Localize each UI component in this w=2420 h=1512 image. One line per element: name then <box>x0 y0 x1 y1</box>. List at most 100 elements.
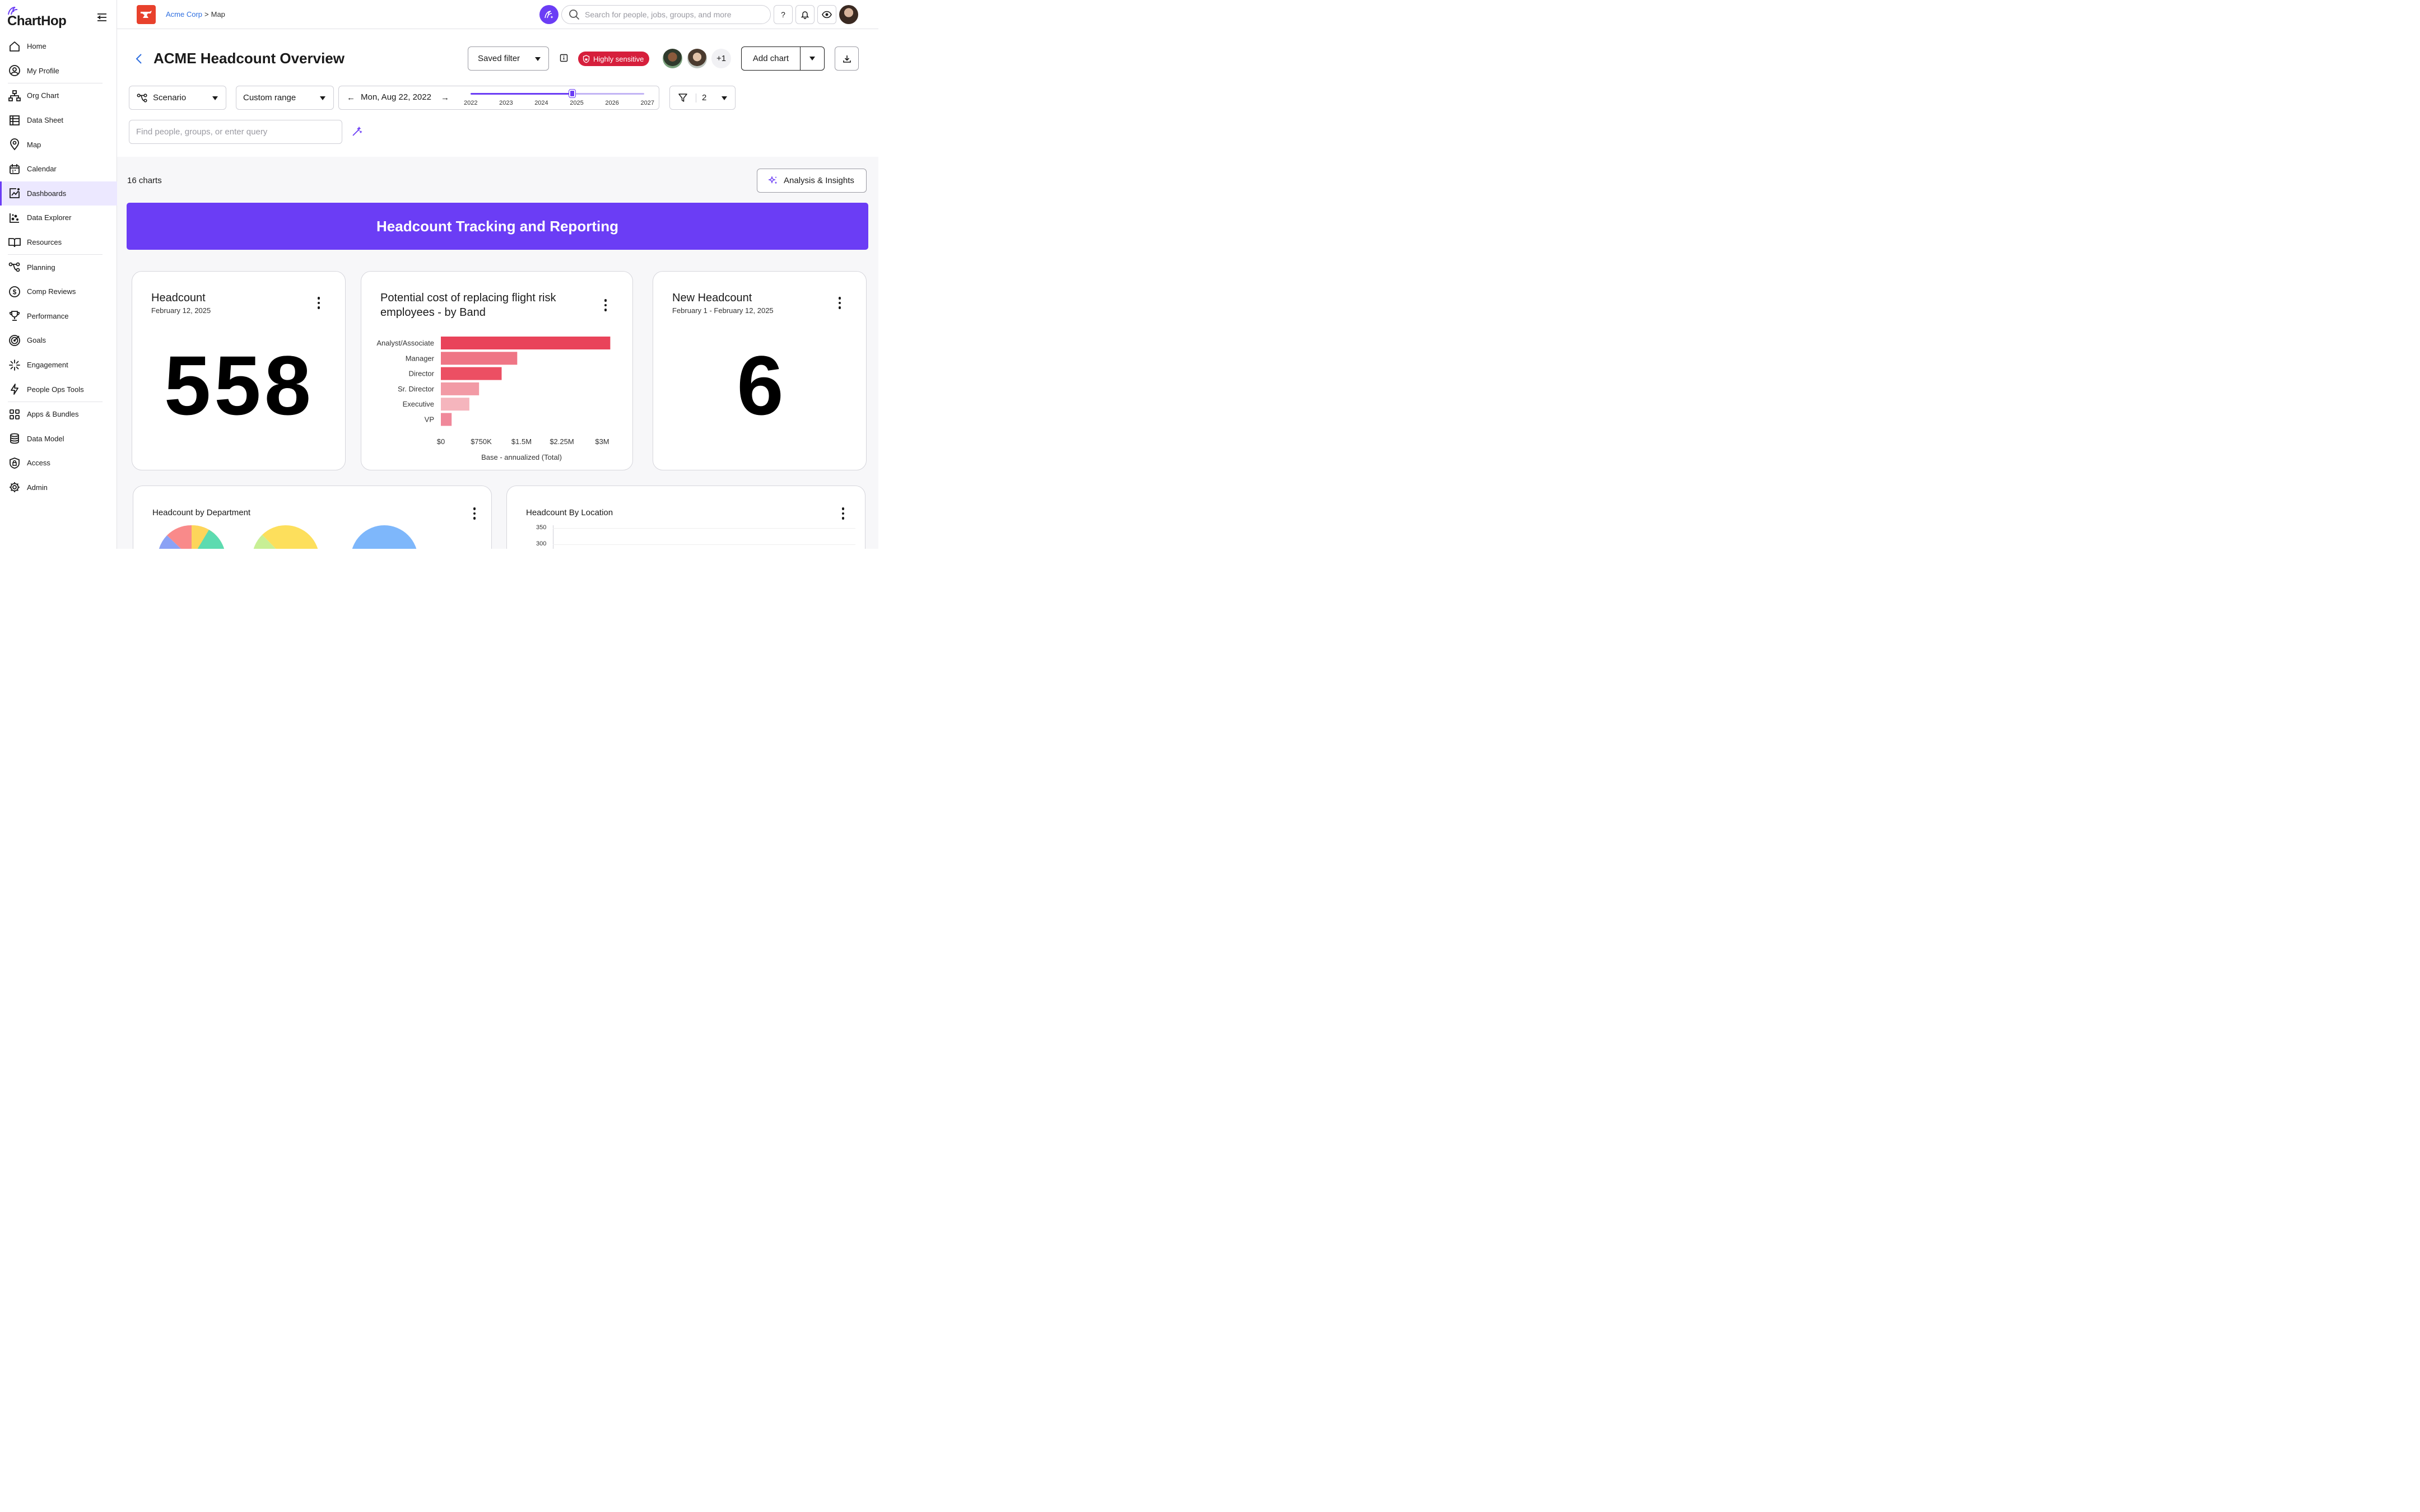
sidebar-item-people-ops-tools[interactable]: People Ops Tools <box>0 377 117 402</box>
filter-button[interactable]: 2 <box>669 86 736 110</box>
sidebar-item-label: Org Chart <box>27 91 59 100</box>
add-chart-label[interactable]: Add chart <box>742 47 801 70</box>
timeline-year[interactable]: 2027 <box>640 100 654 106</box>
kebab-dot <box>604 304 607 307</box>
pie-slice <box>197 530 225 549</box>
collapse-sidebar-icon[interactable] <box>96 12 108 22</box>
flight-risk-bar-chart: Analyst/Associate Manager Director Sr. Dire… <box>376 337 611 461</box>
card-menu-button[interactable] <box>837 506 849 521</box>
sidebar-item-apps-bundles[interactable]: Apps & Bundles <box>0 402 117 427</box>
filter-funnel-icon <box>678 93 687 102</box>
card-title: Headcount by Department <box>152 508 251 517</box>
sidebar-item-access[interactable]: Access <box>0 451 117 475</box>
bar[interactable] <box>441 352 518 365</box>
bar[interactable] <box>441 413 452 426</box>
global-search[interactable] <box>561 5 771 24</box>
timeline-year[interactable]: 2024 <box>534 100 548 106</box>
charthop-logo[interactable]: ChartHop <box>7 7 67 29</box>
kebab-dot <box>838 297 841 300</box>
viewer-avatar[interactable] <box>687 49 707 68</box>
pie-chart[interactable] <box>158 525 225 549</box>
saved-filter-button[interactable]: Saved filter <box>468 46 549 71</box>
info-icon[interactable] <box>560 54 568 62</box>
current-date[interactable]: Mon, Aug 22, 2022 <box>361 92 431 102</box>
timeline-year[interactable]: 2026 <box>605 100 619 106</box>
magic-wand-icon[interactable] <box>351 126 362 137</box>
notifications-button[interactable] <box>795 5 815 24</box>
sidebar-item-planning[interactable]: Planning <box>0 255 117 279</box>
card-menu-button[interactable] <box>313 295 324 311</box>
bar[interactable] <box>441 367 502 380</box>
sidebar-item-data-explorer[interactable]: Data Explorer <box>0 206 117 230</box>
sidebar-item-data-sheet[interactable]: Data Sheet <box>0 108 117 133</box>
add-chart-dropdown[interactable] <box>801 47 824 70</box>
sidebar-item-calendar[interactable]: Calendar <box>0 157 117 181</box>
eye-icon <box>822 11 832 18</box>
query-input[interactable] <box>129 120 342 144</box>
sidebar-item-label: Access <box>27 459 50 468</box>
scenario-select[interactable]: Scenario <box>129 86 226 110</box>
card-menu-button[interactable] <box>600 297 611 313</box>
download-button[interactable] <box>835 46 859 71</box>
sidebar-item-engagement[interactable]: Engagement <box>0 353 117 377</box>
pie-chart[interactable] <box>252 525 319 549</box>
sidebar-item-performance[interactable]: Performance <box>0 304 117 329</box>
x-axis-tick-label: $2.25M <box>550 437 574 446</box>
new-headcount-card: New Headcount February 1 - February 12, … <box>653 271 867 470</box>
x-axis-tick-label: $0 <box>437 437 445 446</box>
help-button[interactable]: ? <box>774 5 793 24</box>
analysis-insights-label: Analysis & Insights <box>784 176 854 185</box>
user-avatar[interactable] <box>839 5 858 24</box>
gridline <box>553 544 855 545</box>
next-date-arrow-icon[interactable]: → <box>441 93 449 102</box>
kebab-dot <box>473 507 476 510</box>
sidebar-item-my-profile[interactable]: My Profile <box>0 59 117 83</box>
trophy-icon <box>7 309 22 323</box>
bar[interactable] <box>441 382 480 395</box>
timeline-year[interactable]: 2022 <box>464 100 478 106</box>
card-title: New Headcount <box>672 292 752 304</box>
timeline-year[interactable]: 2025 <box>570 100 584 106</box>
breadcrumb-company-link[interactable]: Acme Corp <box>166 10 203 18</box>
sidebar-item-home[interactable]: Home <box>0 34 117 59</box>
view-as-button[interactable] <box>817 5 836 24</box>
analysis-insights-button[interactable]: Analysis & Insights <box>757 169 867 193</box>
sidebar-item-goals[interactable]: Goals <box>0 328 117 353</box>
sidebar-item-dashboards[interactable]: Dashboards <box>0 181 117 206</box>
pie-slice <box>352 525 417 549</box>
date-range-select[interactable]: Custom range <box>236 86 334 110</box>
sidebar-item-org-chart[interactable]: Org Chart <box>0 83 117 108</box>
viewer-avatar[interactable] <box>663 49 682 68</box>
ai-assistant-icon <box>544 11 553 18</box>
timeline-year[interactable]: 2023 <box>499 100 513 106</box>
pie-slice <box>159 535 182 549</box>
previous-date-arrow-icon[interactable]: ← <box>347 93 355 102</box>
timeline-track[interactable] <box>471 90 644 97</box>
add-chart-button[interactable]: Add chart <box>741 46 825 71</box>
company-logo[interactable] <box>137 5 156 24</box>
back-button[interactable] <box>135 53 143 68</box>
sidebar-item-comp-reviews[interactable]: $ Comp Reviews <box>0 279 117 304</box>
sidebar-item-label: Home <box>27 42 46 51</box>
sidebar-item-data-model[interactable]: Data Model <box>0 427 117 451</box>
pie-slice <box>253 535 276 549</box>
sidebar-item-resources[interactable]: Resources <box>0 230 117 255</box>
pie-slice <box>286 525 318 549</box>
sidebar-item-label: Map <box>27 140 41 149</box>
bar[interactable] <box>441 398 469 411</box>
sidebar-item-map[interactable]: Map <box>0 132 117 157</box>
scenario-label: Scenario <box>153 93 187 102</box>
more-viewers-count[interactable]: +1 <box>711 49 731 68</box>
sidebar-item-admin[interactable]: Admin <box>0 475 117 500</box>
ai-assistant-button[interactable] <box>539 5 559 24</box>
sensitivity-badge[interactable]: Highly sensitive <box>578 52 650 66</box>
bar[interactable] <box>441 337 611 349</box>
sidebar-item-label: Performance <box>27 311 69 320</box>
card-menu-button[interactable] <box>469 506 480 521</box>
search-input[interactable] <box>585 10 764 19</box>
chevron-down-icon <box>722 96 727 100</box>
card-menu-button[interactable] <box>834 295 845 311</box>
divider <box>8 254 103 255</box>
pie-chart[interactable] <box>351 525 418 549</box>
timeline-handle[interactable] <box>569 90 575 97</box>
